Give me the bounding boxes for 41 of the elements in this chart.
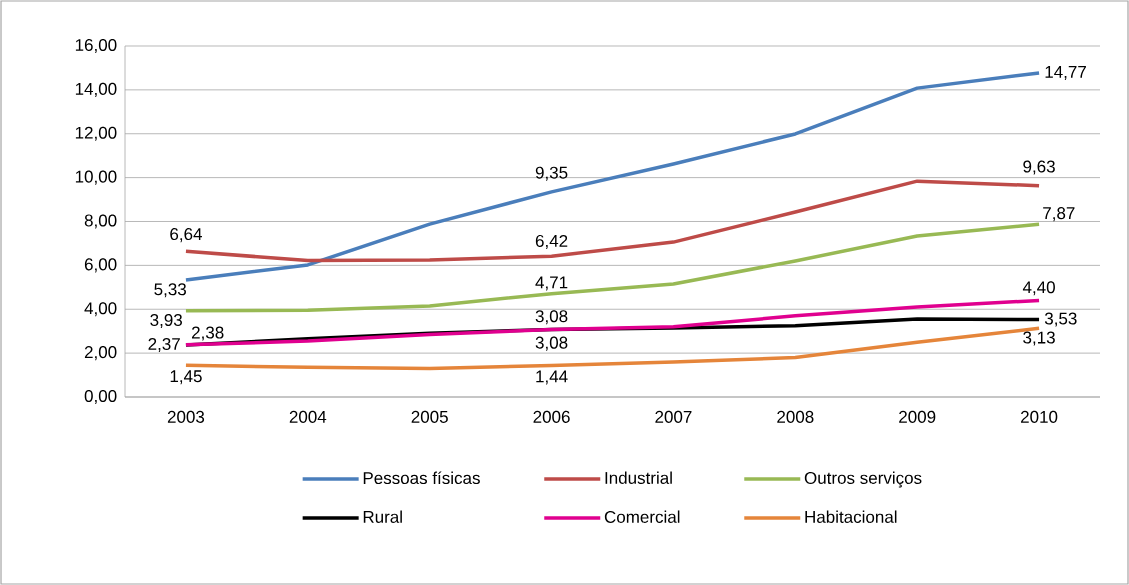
- data-label: 1,44: [536, 370, 568, 385]
- legend-label: Industrial: [605, 471, 672, 484]
- y-tick-label: 14,00: [75, 82, 117, 97]
- y-tick-label: 2,00: [84, 346, 117, 361]
- data-label: 2,38: [192, 326, 224, 341]
- y-tick-label: 8,00: [84, 214, 117, 229]
- data-label: 4,71: [535, 276, 568, 291]
- data-label: 9,35: [535, 166, 568, 181]
- y-tick-label: 10,00: [75, 170, 117, 185]
- data-label: 1,45: [170, 370, 202, 385]
- y-tick-label: 4,00: [84, 302, 117, 317]
- legend-label: Comercial: [604, 510, 680, 523]
- y-tick-label: 12,00: [75, 126, 117, 141]
- data-label: 3,13: [1023, 331, 1055, 346]
- x-tick-label: 2003: [167, 410, 205, 423]
- x-tick-label: 2005: [411, 410, 448, 423]
- x-tick-label: 2006: [533, 410, 570, 423]
- x-tick-label: 2009: [899, 410, 936, 423]
- y-tick-label: 6,00: [84, 258, 117, 273]
- data-label: 3,08: [535, 310, 568, 325]
- x-tick-label: 2008: [777, 410, 814, 423]
- legend-label: Rural: [363, 510, 402, 523]
- legend-label: Habitacional: [805, 510, 897, 523]
- data-label: 3,93: [150, 313, 182, 329]
- data-label: 14,77: [1045, 66, 1086, 80]
- data-label: 3,08: [535, 336, 568, 351]
- legend-label: Pessoas físicas: [363, 471, 480, 485]
- x-tick-label: 2007: [655, 410, 692, 423]
- data-label: 6,64: [170, 228, 202, 243]
- data-label: 7,87: [1043, 207, 1075, 222]
- y-tick-label: 0,00: [84, 389, 117, 405]
- data-label: 2,37: [148, 337, 180, 353]
- legend-label: Outros serviços: [804, 471, 922, 488]
- x-tick-label: 2010: [1021, 410, 1058, 423]
- data-label: 3,53: [1044, 312, 1077, 327]
- x-tick-label: 2004: [289, 410, 327, 423]
- data-label: 9,63: [1023, 160, 1055, 175]
- data-label: 5,33: [154, 283, 186, 298]
- y-tick-label: 16,00: [75, 38, 117, 54]
- data-label: 6,42: [535, 234, 568, 249]
- data-label: 4,40: [1022, 281, 1055, 296]
